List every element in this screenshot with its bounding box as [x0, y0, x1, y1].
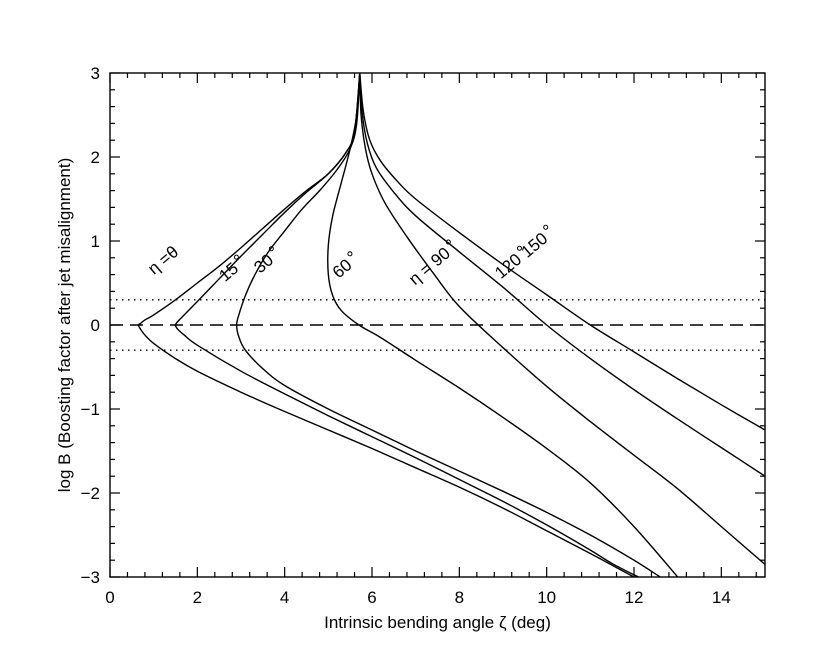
degree-symbol	[445, 239, 451, 245]
degree-symbol	[233, 254, 239, 260]
x-tick-label: 14	[712, 588, 731, 607]
y-axis-title: log B (Boosting factor after jet misalig…	[55, 158, 74, 492]
series-line-6	[359, 72, 766, 431]
y-tick-label: −1	[81, 400, 100, 419]
y-tick-label: −2	[81, 484, 100, 503]
x-tick-label: 12	[625, 588, 644, 607]
x-axis-title: Intrinsic bending angle ζ (deg)	[324, 613, 551, 632]
reference-lines	[110, 299, 765, 351]
series-line-1	[174, 72, 639, 578]
x-tick-label: 4	[280, 588, 289, 607]
x-tick-label: 0	[105, 588, 114, 607]
series-label-2: 30	[250, 250, 277, 277]
x-tick-label: 2	[193, 588, 202, 607]
degree-symbol	[268, 246, 274, 252]
series-line-4	[359, 72, 766, 565]
series-line-3	[327, 72, 679, 578]
x-tick-label: 10	[537, 588, 556, 607]
degree-symbol	[347, 251, 353, 257]
series-label-4: η = 90	[405, 244, 454, 289]
x-tick-label: 6	[367, 588, 376, 607]
y-tick-label: 0	[91, 316, 100, 335]
series-line-0	[137, 72, 635, 578]
x-tick-label: 8	[455, 588, 464, 607]
curves	[137, 72, 766, 578]
series-label-6: 150	[517, 229, 551, 262]
series-label-3: 60	[329, 255, 356, 282]
series-line-2	[235, 72, 661, 578]
curve-label-6: 150	[517, 224, 551, 262]
degree-symbol	[516, 245, 522, 251]
curve-label-1: 15	[215, 254, 242, 286]
y-tick-label: 3	[91, 64, 100, 83]
series-label-5: 120	[491, 250, 525, 283]
series-label-0: η =θ	[144, 242, 182, 278]
curve-label-3: 60	[329, 251, 356, 282]
degree-symbol	[543, 224, 549, 230]
series-line-5	[359, 72, 766, 477]
ticks	[109, 72, 765, 578]
y-tick-label: −3	[81, 568, 100, 587]
curve-label-2: 30	[250, 246, 277, 277]
series-label-1: 15	[215, 259, 242, 286]
curve-label-0: η =θ	[144, 242, 182, 278]
y-tick-label: 1	[91, 232, 100, 251]
y-tick-label: 2	[91, 148, 100, 167]
